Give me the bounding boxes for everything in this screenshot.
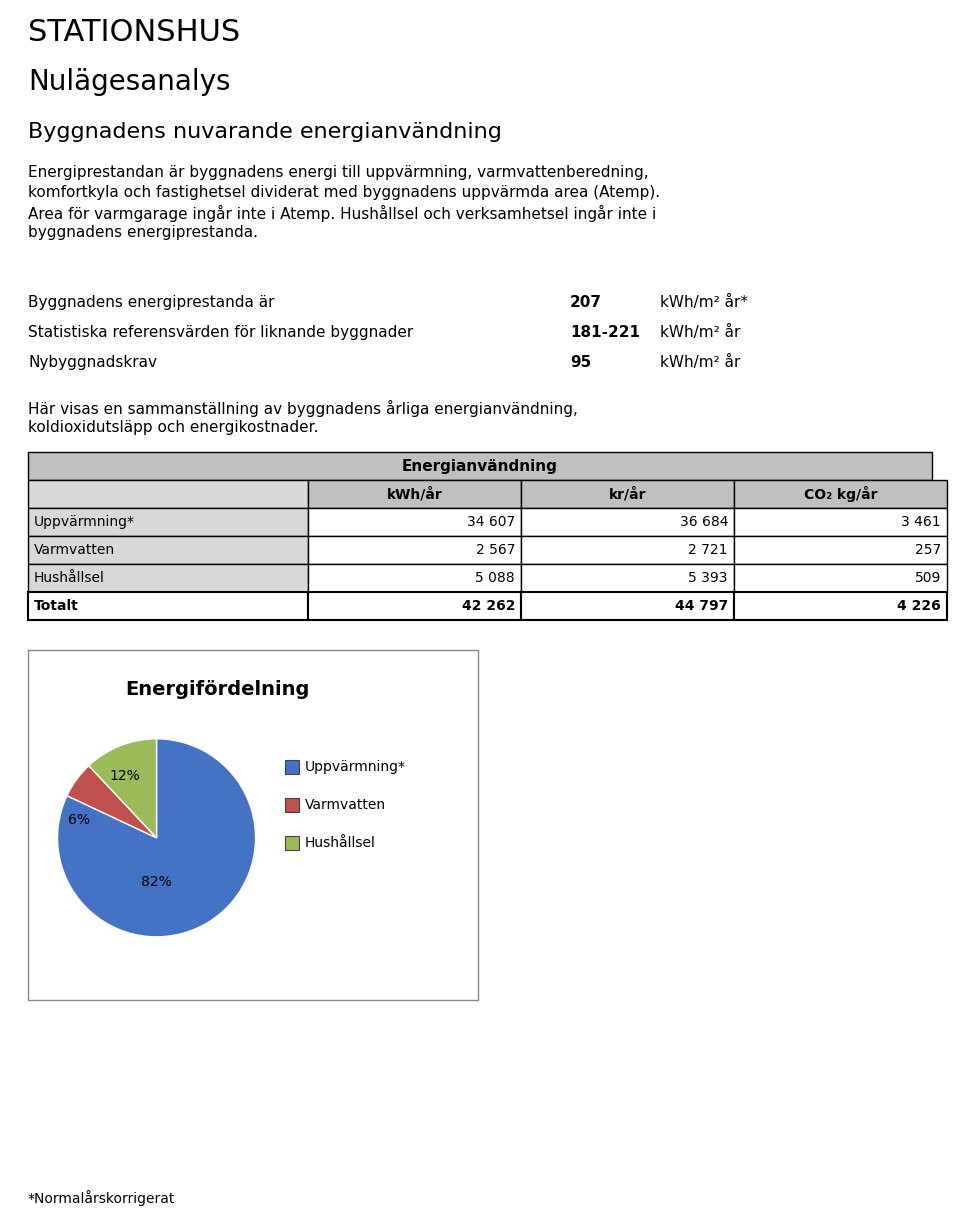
Text: 509: 509 (915, 571, 941, 585)
Text: 257: 257 (915, 543, 941, 557)
Wedge shape (88, 739, 156, 837)
Bar (28, 535, 308, 563)
Bar (28, 479, 308, 507)
Text: 207: 207 (570, 295, 602, 310)
Bar (284, 836, 299, 849)
Text: kr/år: kr/år (609, 487, 646, 501)
Text: byggnadens energiprestanda.: byggnadens energiprestanda. (28, 225, 258, 240)
Text: kWh/m² år*: kWh/m² år* (660, 295, 748, 310)
Text: Varmvatten: Varmvatten (34, 543, 115, 557)
Text: 6%: 6% (68, 813, 90, 828)
Text: *Normalårskorrigerat: *Normalårskorrigerat (28, 1190, 176, 1206)
Text: Nulägesanalys: Nulägesanalys (28, 68, 230, 96)
Text: Nybyggnadskrav: Nybyggnadskrav (28, 355, 157, 370)
Text: 2 721: 2 721 (688, 543, 728, 557)
Text: Här visas en sammanställning av byggnadens årliga energianvändning,: Här visas en sammanställning av byggnade… (28, 400, 578, 417)
Text: 95: 95 (570, 355, 591, 370)
Text: komfortkyla och fastighetsel dividerat med byggnadens uppvärmda area (Atemp).: komfortkyla och fastighetsel dividerat m… (28, 185, 660, 200)
Text: 3 461: 3 461 (901, 515, 941, 529)
Text: 2 567: 2 567 (475, 543, 515, 557)
Text: 34 607: 34 607 (467, 515, 515, 529)
Text: Totalt: Totalt (34, 599, 79, 613)
Bar (308, 507, 521, 535)
Bar (28, 591, 308, 619)
Text: kWh/m² år: kWh/m² år (660, 325, 740, 340)
Bar (521, 507, 734, 535)
Text: Energianvändning: Energianvändning (402, 459, 558, 473)
Text: STATIONSHUS: STATIONSHUS (28, 18, 240, 47)
Text: 4 226: 4 226 (898, 599, 941, 613)
Bar (734, 507, 947, 535)
Bar (734, 563, 947, 591)
Bar (521, 591, 734, 619)
Bar (28, 563, 308, 591)
Bar (28, 507, 308, 535)
Text: Byggnadens nuvarande energianvändning: Byggnadens nuvarande energianvändning (28, 122, 502, 142)
Bar (521, 563, 734, 591)
Text: Byggnadens energiprestanda är: Byggnadens energiprestanda är (28, 295, 275, 310)
Bar (284, 798, 299, 812)
Bar (308, 563, 521, 591)
Text: 181-221: 181-221 (570, 325, 640, 340)
Text: Uppvärmning*: Uppvärmning* (304, 759, 405, 774)
Text: 36 684: 36 684 (680, 515, 728, 529)
Bar (734, 479, 947, 507)
Text: Varmvatten: Varmvatten (304, 798, 386, 812)
Bar (734, 591, 947, 619)
Text: CO₂ kg/år: CO₂ kg/år (804, 486, 877, 501)
Wedge shape (58, 739, 255, 937)
Bar (308, 591, 521, 619)
Text: koldioxidutsläpp och energikostnader.: koldioxidutsläpp och energikostnader. (28, 420, 319, 434)
Text: Statistiska referensvärden för liknande byggnader: Statistiska referensvärden för liknande … (28, 325, 413, 340)
Text: 5 088: 5 088 (475, 571, 515, 585)
Text: 42 262: 42 262 (462, 599, 515, 613)
Text: 82%: 82% (141, 875, 172, 890)
Bar (521, 535, 734, 563)
Text: Energifördelning: Energifördelning (125, 680, 309, 699)
Bar (28, 650, 478, 1000)
Bar (308, 535, 521, 563)
Bar (308, 479, 521, 507)
Text: kWh/m² år: kWh/m² år (660, 355, 740, 370)
Text: Energiprestandan är byggnadens energi till uppvärmning, varmvattenberedning,: Energiprestandan är byggnadens energi ti… (28, 166, 649, 180)
Bar (521, 479, 734, 507)
Text: 12%: 12% (109, 769, 140, 784)
Text: Area för varmgarage ingår inte i Atemp. Hushållsel och verksamhetsel ingår inte : Area för varmgarage ingår inte i Atemp. … (28, 204, 657, 221)
Bar (284, 759, 299, 774)
Text: Hushållsel: Hushållsel (304, 836, 375, 849)
Bar (28, 452, 932, 479)
Text: Uppvärmning*: Uppvärmning* (34, 515, 135, 529)
Text: Hushållsel: Hushållsel (34, 571, 105, 585)
Text: 5 393: 5 393 (688, 571, 728, 585)
Bar (734, 535, 947, 563)
Text: 44 797: 44 797 (675, 599, 728, 613)
Text: kWh/år: kWh/år (387, 487, 443, 501)
Wedge shape (67, 765, 156, 837)
